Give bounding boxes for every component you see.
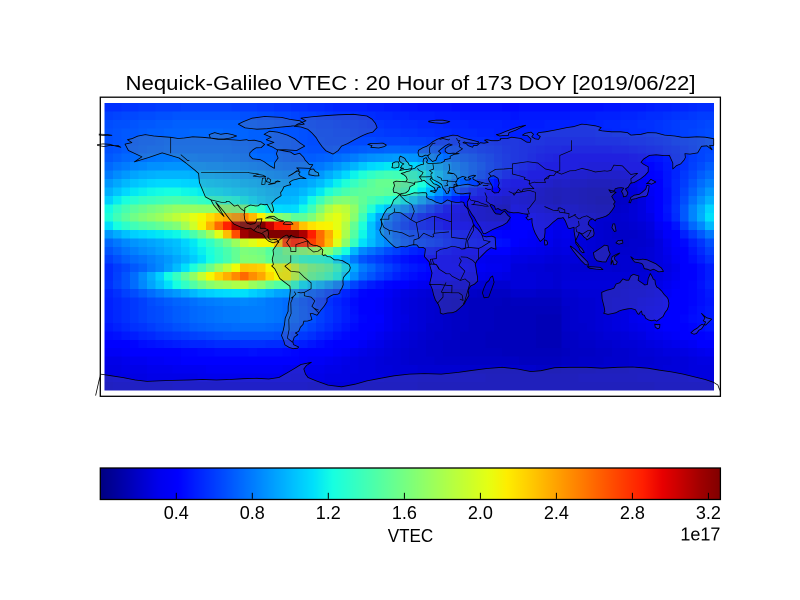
svg-text:0.8: 0.8 [240,503,265,523]
svg-text:2.0: 2.0 [468,503,493,523]
svg-text:1e17: 1e17 [680,525,720,545]
svg-text:2.4: 2.4 [544,503,569,523]
svg-text:VTEC: VTEC [388,526,434,546]
svg-text:3.2: 3.2 [696,503,721,523]
svg-text:1.6: 1.6 [392,503,417,523]
svg-text:Nequick-Galileo VTEC : 20 Hour: Nequick-Galileo VTEC : 20 Hour of 173 DO… [126,73,696,95]
svg-text:0.4: 0.4 [164,503,189,523]
svg-text:2.8: 2.8 [620,503,645,523]
svg-text:1.2: 1.2 [316,503,341,523]
